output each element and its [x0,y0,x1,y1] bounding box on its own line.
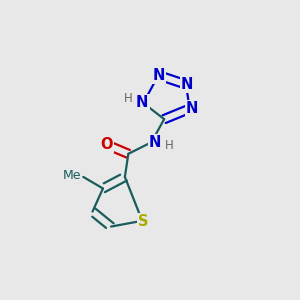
Text: N: N [186,101,198,116]
Text: O: O [100,137,112,152]
Text: N: N [136,95,148,110]
Text: S: S [138,214,148,230]
Text: N: N [149,135,161,150]
Text: H: H [164,139,173,152]
Text: N: N [181,77,194,92]
Text: H: H [124,92,133,105]
Text: Me: Me [62,169,81,182]
Text: N: N [152,68,165,83]
